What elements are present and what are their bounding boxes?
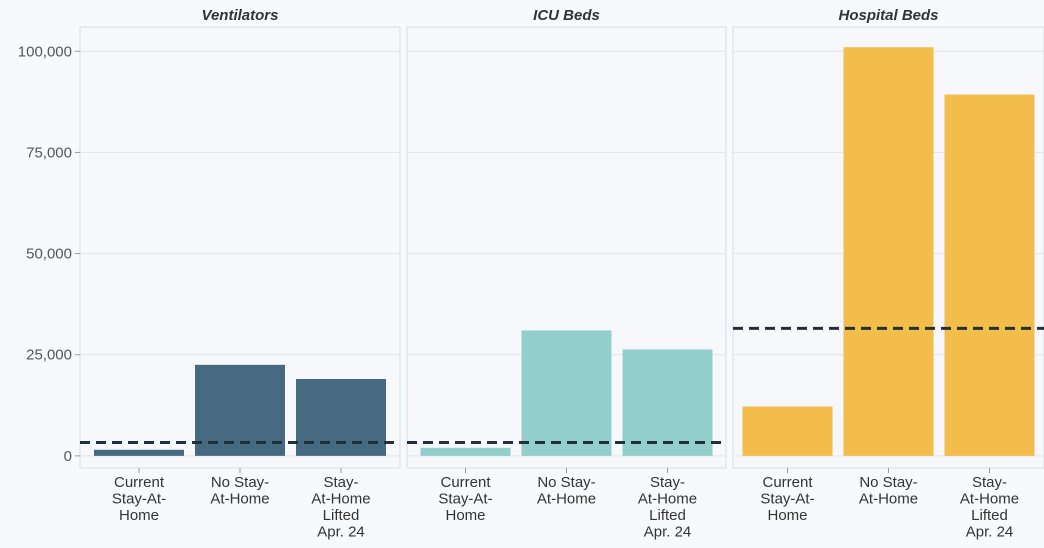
x-tick-label: Stay-At-Home Lifted Apr. 24	[960, 474, 1019, 541]
x-tick-label-line: Lifted	[971, 507, 1008, 524]
x-tick-label: No Stay-At-Home	[537, 474, 596, 508]
y-tick-label: 100,000	[18, 43, 72, 60]
bar	[622, 349, 713, 456]
bar	[944, 94, 1035, 456]
x-tick-label-line: Home	[767, 507, 807, 524]
x-tick-label-line: Current	[440, 474, 491, 491]
x-tick-label-line: At-Home	[859, 491, 918, 508]
bar	[843, 47, 934, 456]
x-tick-label-line: Lifted	[649, 507, 686, 524]
x-tick-label-line: No Stay-	[537, 474, 595, 491]
x-tick-label-line: Current	[762, 474, 813, 491]
x-tick-label: No Stay-At-Home	[859, 474, 918, 508]
x-tick-label-line: Home	[119, 507, 159, 524]
y-tick-label: 0	[64, 448, 72, 465]
x-tick-label-line: At-Home	[537, 491, 596, 508]
y-tick-label: 50,000	[26, 246, 72, 263]
x-tick-label-line: Stay-	[650, 474, 685, 491]
bar	[94, 449, 184, 456]
bar	[521, 330, 612, 456]
x-tick-label-line: At-Home	[311, 491, 370, 508]
x-tick-label-line: At-Home	[960, 491, 1019, 508]
x-tick-label-line: Current	[114, 474, 165, 491]
x-tick-label-line: At-Home	[210, 491, 269, 508]
x-tick-label-line: At-Home	[638, 491, 697, 508]
panel-title: ICU Beds	[533, 7, 600, 24]
x-tick-label-line: No Stay-	[859, 474, 917, 491]
panel-title: Hospital Beds	[838, 7, 938, 24]
bar	[195, 364, 285, 456]
x-tick-label-line: Stay-	[972, 474, 1007, 491]
bar	[420, 447, 511, 456]
x-tick-label-line: Apr. 24	[644, 524, 692, 541]
y-tick-label: 25,000	[26, 347, 72, 364]
x-tick-label-line: Home	[445, 507, 485, 524]
x-tick-label: Stay-At-Home Lifted Apr. 24	[638, 474, 697, 541]
x-tick-label: Current Stay-At-Home	[760, 474, 814, 524]
x-tick-label-line: Stay-	[323, 474, 358, 491]
x-tick-label-line: Stay-At-	[112, 491, 166, 508]
bar	[296, 378, 386, 456]
x-tick-label-line: Stay-At-	[438, 491, 492, 508]
x-tick-label: Current Stay-At-Home	[438, 474, 492, 524]
x-tick-label-line: Apr. 24	[317, 524, 365, 541]
panel-title: Ventilators	[202, 7, 279, 24]
x-tick-label-line: Stay-At-	[760, 491, 814, 508]
x-tick-label: Current Stay-At-Home	[112, 474, 166, 524]
x-tick-label: No Stay-At-Home	[210, 474, 269, 508]
x-tick-label-line: No Stay-	[211, 474, 269, 491]
y-tick-label: 75,000	[26, 144, 72, 161]
bar	[742, 406, 833, 456]
x-tick-label: Stay-At-Home Lifted Apr. 24	[311, 474, 370, 541]
x-tick-label-line: Lifted	[323, 507, 360, 524]
x-tick-label-line: Apr. 24	[966, 524, 1014, 541]
